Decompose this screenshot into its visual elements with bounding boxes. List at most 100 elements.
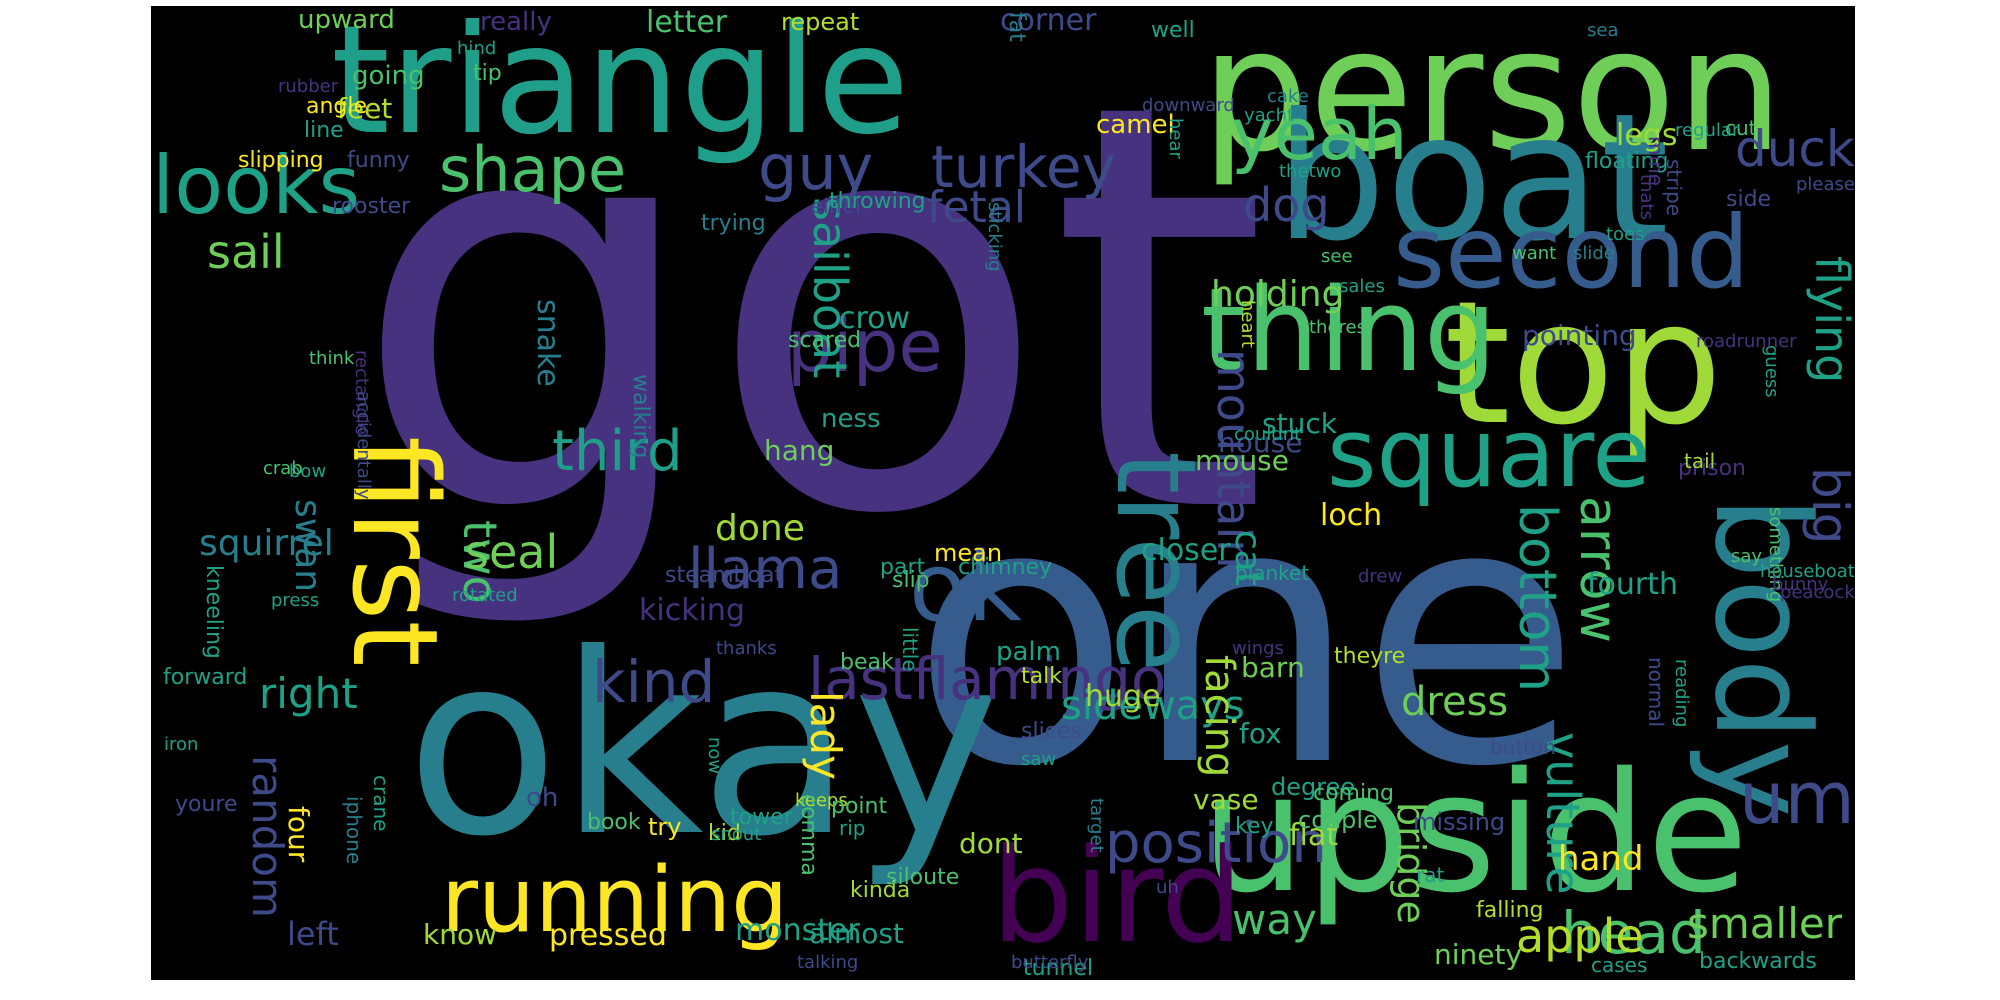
- word-prison: prison: [1678, 456, 1746, 481]
- word-bottom: bottom: [1507, 504, 1567, 693]
- word-steamboat: steamboat: [665, 563, 784, 588]
- word-funny: funny: [347, 148, 410, 173]
- word-try: try: [648, 813, 682, 841]
- word-beak: beak: [840, 650, 894, 675]
- word-position: position: [1105, 811, 1327, 876]
- word-roadrunner: roadrunner: [1696, 331, 1797, 352]
- word-blanket: blanket: [1235, 561, 1310, 585]
- word-house: house: [1218, 426, 1303, 459]
- word-walking: walking: [628, 374, 653, 459]
- word-hind: hind: [457, 38, 497, 59]
- word-kneeling: kneeling: [201, 565, 226, 659]
- word-monster: monster: [735, 913, 860, 948]
- word-sea: sea: [1587, 20, 1619, 41]
- word-kicking: kicking: [639, 593, 745, 628]
- word-normal: normal: [1644, 657, 1668, 728]
- word-almost: almost: [809, 917, 904, 950]
- word-bird: bird: [991, 820, 1244, 972]
- word-four: four: [282, 806, 315, 863]
- word-flying: flying: [1805, 256, 1855, 384]
- word-iron: iron: [164, 734, 199, 755]
- word-top: top: [1444, 265, 1723, 463]
- word-rotated: rotated: [452, 585, 518, 606]
- word-lastflamingo: lastflamingo: [808, 645, 1167, 713]
- word-lady: lady: [801, 691, 850, 780]
- word-barn: barn: [1241, 651, 1305, 684]
- word-line: line: [304, 118, 344, 143]
- word-really: really: [480, 7, 552, 37]
- word-person: person: [1201, 6, 1784, 190]
- word-crane: crane: [369, 775, 393, 832]
- word-square: square: [1327, 399, 1651, 509]
- word-theyre: theyre: [1334, 644, 1406, 669]
- word-accidentally: accidentally: [353, 391, 374, 500]
- word-pressed: pressed: [549, 918, 667, 953]
- word-target: target: [1086, 798, 1107, 853]
- word-thing: thing: [1201, 264, 1497, 398]
- word-eiffel: eiffel: [811, 194, 861, 218]
- word-tower: tower: [730, 805, 793, 830]
- word-think: think: [309, 348, 355, 369]
- word-one: one: [911, 426, 1581, 845]
- word-tunnel: tunnel: [1023, 956, 1094, 980]
- word-guess: guess: [1761, 345, 1782, 398]
- word-tip: tip: [473, 61, 502, 86]
- word-feet: feet: [337, 92, 393, 125]
- word-button: button: [1490, 735, 1556, 759]
- word-peacock: peacock: [1780, 582, 1855, 603]
- word-slide: slide: [1573, 243, 1615, 264]
- word-sideways: sideways: [1061, 683, 1245, 729]
- word-left: left: [287, 915, 339, 953]
- word-see: see: [1321, 246, 1353, 267]
- word-mine: mine: [1644, 136, 1668, 187]
- word-okay: okay: [406, 600, 1001, 891]
- word-hand: hand: [1558, 839, 1644, 879]
- word-coming: coming: [1313, 781, 1395, 806]
- word-missing: missing: [1413, 808, 1506, 836]
- word-loch: loch: [1320, 498, 1383, 533]
- word-dont: dont: [959, 827, 1023, 860]
- word-wings: wings: [1232, 638, 1284, 659]
- word-want: want: [1512, 243, 1557, 264]
- word-kind: kind: [592, 648, 716, 716]
- word-drew: drew: [1358, 566, 1403, 587]
- word-pointing: pointing: [1522, 319, 1637, 352]
- word-siloute: siloute: [886, 865, 960, 890]
- word-snake: snake: [530, 299, 565, 387]
- word-falling: falling: [1476, 898, 1544, 923]
- word-dog: dog: [1243, 178, 1330, 232]
- word-ninety: ninety: [1434, 938, 1523, 971]
- word-theres: theres: [1309, 317, 1366, 338]
- word-key: key: [1235, 814, 1274, 839]
- word-uh: uh: [1156, 877, 1179, 898]
- word-iphone: iphone: [342, 796, 366, 865]
- word-going: going: [352, 61, 425, 91]
- word-triangle: triangle: [331, 6, 910, 168]
- word-toes: toes: [1606, 224, 1645, 245]
- word-rat: rat: [1416, 863, 1445, 887]
- word-rubber: rubber: [278, 76, 339, 97]
- word-right: right: [259, 669, 358, 718]
- word-reading: reading: [1671, 659, 1692, 728]
- word-please: please: [1796, 174, 1855, 195]
- word-slip: slip: [892, 568, 930, 593]
- word-angle: angle: [306, 94, 368, 119]
- word-smaller: smaller: [1687, 899, 1842, 948]
- word-stuck: stuck: [1262, 407, 1337, 440]
- word-cloud: got one triangle person okay upside boat top bir…: [151, 6, 1855, 980]
- word-um: um: [1739, 756, 1855, 840]
- word-oh: oh: [526, 783, 559, 813]
- word-well: well: [1151, 18, 1195, 43]
- word-kid: kid: [708, 821, 741, 846]
- word-talking: talking: [797, 952, 859, 973]
- word-hear: hear: [1165, 118, 1186, 159]
- word-facing: facing: [1196, 655, 1242, 778]
- word-houseboat: houseboat: [1760, 561, 1855, 582]
- word-upside: upside: [1201, 737, 1749, 929]
- word-ok: ok: [909, 533, 1023, 643]
- word-press: press: [271, 590, 320, 611]
- word-mean: mean: [934, 539, 1003, 567]
- word-kinda: kinda: [850, 878, 911, 903]
- word-way: way: [1232, 895, 1317, 944]
- word-crow: crow: [839, 301, 911, 336]
